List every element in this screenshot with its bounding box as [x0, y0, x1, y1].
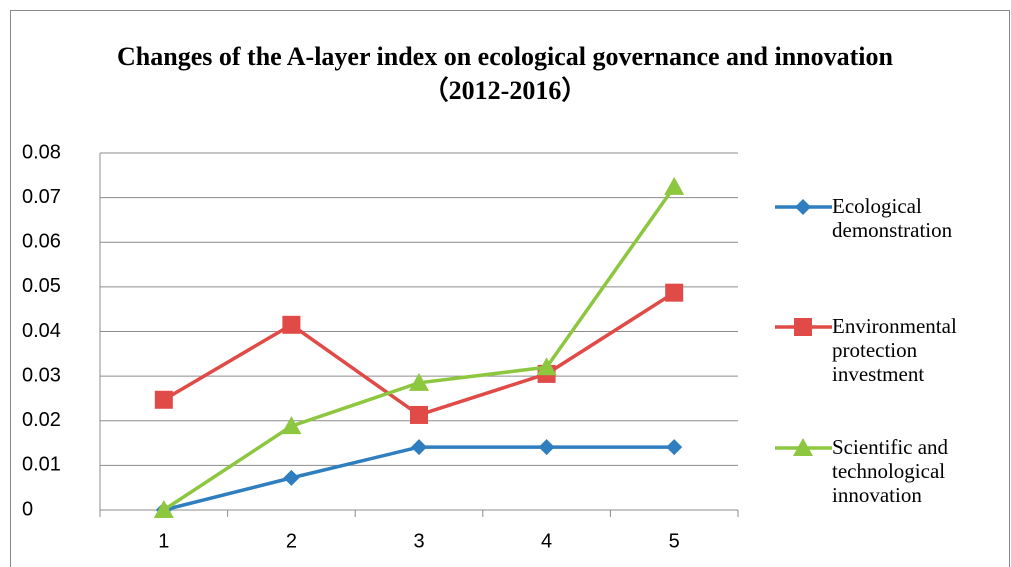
marker [410, 405, 428, 424]
legend-label: Scientific and technological innovation [832, 435, 949, 507]
marker [154, 390, 173, 409]
frame [10, 10, 1010, 567]
x-tick-label: 2 [286, 530, 297, 552]
y-tick-label: 0.03 [22, 364, 61, 386]
marker [664, 176, 685, 195]
x-tick-label: 1 [158, 530, 169, 552]
y-tick-label: 0.05 [22, 275, 61, 297]
series-line [163, 445, 675, 512]
chart-title: Changes of the A-layer index on ecologic… [117, 42, 893, 105]
y-tick-label: 0.02 [22, 409, 61, 431]
y-tick-label: 0.01 [22, 454, 61, 476]
legend-label: Ecological demonstration [832, 194, 953, 242]
series-line [162, 185, 676, 512]
marker [153, 500, 174, 518]
x-tick-label: 5 [669, 530, 680, 552]
marker [536, 357, 557, 376]
marker [411, 439, 427, 456]
y-tick-label: 0.04 [22, 320, 61, 342]
marker [666, 439, 683, 456]
y-tick-label: 0 [22, 498, 33, 520]
marker [794, 318, 812, 336]
marker [281, 416, 302, 435]
x-tick-label: 4 [541, 530, 552, 552]
marker [283, 469, 300, 486]
y-tick-label: 0.06 [22, 231, 61, 253]
marker [793, 438, 813, 456]
legend-label: Environmental protection investment [832, 314, 957, 386]
x-tick-label: 3 [413, 530, 424, 552]
marker [795, 199, 811, 215]
marker [409, 372, 429, 391]
y-tick-label: 0.08 [22, 141, 61, 163]
marker [665, 283, 684, 302]
series-line [162, 291, 676, 417]
marker [282, 315, 301, 334]
marker [538, 439, 555, 456]
y-tick-label: 0.07 [22, 186, 61, 208]
